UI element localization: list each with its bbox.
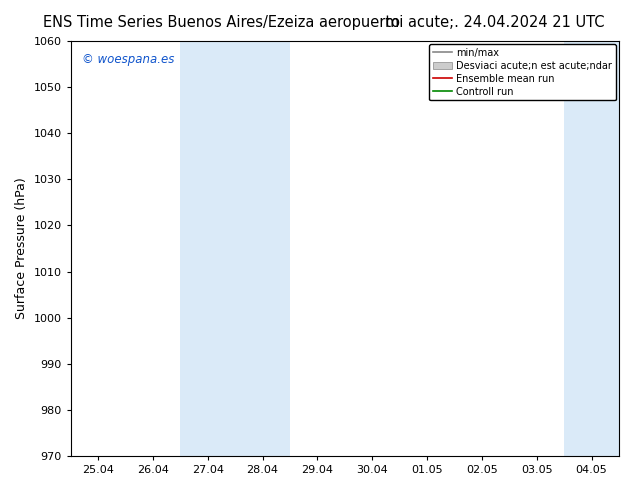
Legend: min/max, Desviaci acute;n est acute;ndar, Ensemble mean run, Controll run: min/max, Desviaci acute;n est acute;ndar… [429, 44, 616, 100]
Text: © woespana.es: © woespana.es [82, 53, 174, 67]
Bar [564, 41, 634, 456]
Bar [180, 41, 290, 456]
Text: mi acute;. 24.04.2024 21 UTC: mi acute;. 24.04.2024 21 UTC [385, 15, 604, 30]
Text: ENS Time Series Buenos Aires/Ezeiza aeropuerto: ENS Time Series Buenos Aires/Ezeiza aero… [43, 15, 401, 30]
Y-axis label: Surface Pressure (hPa): Surface Pressure (hPa) [15, 178, 28, 319]
